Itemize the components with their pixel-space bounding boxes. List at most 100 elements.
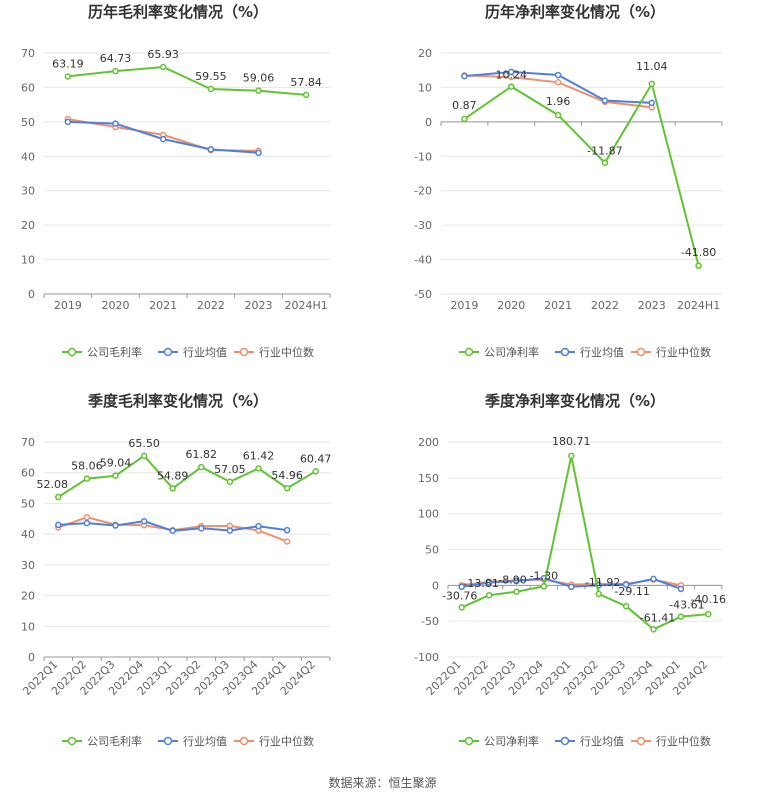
chart-4: 季度净利率变化情况（%）-100-500501001502002022Q1202…	[414, 392, 726, 748]
data-point	[112, 472, 119, 479]
data-point	[554, 71, 562, 79]
data-label: 59.55	[195, 70, 227, 83]
data-point	[650, 626, 657, 633]
data-label: 57.05	[214, 463, 246, 476]
y-tick-label: 40	[21, 528, 35, 541]
data-point	[140, 452, 148, 460]
data-label: -41.80	[681, 246, 716, 259]
data-point	[64, 73, 72, 80]
data-point	[198, 463, 205, 471]
chart-3: 季度毛利率变化情况（%）0102030405060702022Q12022Q22…	[20, 392, 331, 748]
legend-marker	[67, 736, 77, 746]
data-point	[112, 522, 119, 529]
data-point	[283, 526, 291, 534]
data-point	[513, 588, 520, 595]
data-point	[112, 67, 119, 75]
data-point	[159, 135, 167, 143]
data-point	[255, 149, 262, 157]
x-tick-label: 2023	[245, 299, 273, 312]
legend-item: 公司净利率	[459, 345, 539, 359]
y-tick-label: -50	[414, 288, 432, 301]
legend-item: 公司毛利率	[62, 345, 142, 359]
legend-label: 公司毛利率	[87, 345, 142, 359]
data-label: 52.08	[37, 478, 69, 491]
y-tick-label: -30	[414, 219, 432, 232]
x-tick-label: 2021	[149, 299, 177, 312]
legend-marker	[464, 347, 474, 357]
data-label: 54.89	[157, 469, 189, 482]
legend-marker	[67, 347, 77, 357]
y-tick-label: 10	[21, 620, 35, 633]
legend-label: 行业均值	[183, 346, 227, 359]
legend-label: 行业均值	[183, 735, 227, 748]
y-tick-label: 0	[28, 651, 35, 664]
data-label: -30.76	[442, 589, 477, 602]
data-point	[255, 87, 262, 94]
legend-label: 行业均值	[580, 346, 624, 359]
data-point	[461, 115, 468, 123]
legend-label: 行业中位数	[656, 345, 711, 359]
data-point	[508, 68, 515, 76]
legend-item: 行业均值	[158, 346, 227, 359]
data-point	[458, 604, 465, 611]
y-tick-label: 30	[21, 185, 35, 198]
data-point	[568, 452, 575, 460]
chart-title: 季度净利率变化情况（%）	[485, 392, 665, 410]
data-point	[207, 146, 215, 153]
data-point	[540, 583, 548, 590]
x-tick-label: 2024H1	[677, 299, 720, 312]
y-tick-label: 100	[418, 508, 439, 521]
legend-item: 行业中位数	[631, 734, 711, 748]
legend-item: 行业中位数	[234, 345, 314, 359]
legend-marker	[163, 736, 173, 746]
data-point	[677, 613, 685, 620]
data-point	[302, 91, 310, 99]
legend-marker	[163, 347, 173, 357]
data-point	[198, 525, 205, 532]
legend-item: 行业中位数	[234, 734, 314, 748]
data-label: -40.16	[691, 593, 726, 606]
data-point	[83, 475, 91, 482]
y-tick-label: -10	[414, 150, 432, 163]
legend-label: 公司毛利率	[87, 734, 142, 748]
y-tick-label: 70	[21, 436, 35, 449]
data-point	[140, 517, 148, 525]
data-point	[226, 478, 234, 486]
y-tick-label: 70	[21, 47, 35, 60]
data-label: 64.73	[100, 52, 132, 65]
data-label: 65.93	[147, 48, 179, 61]
data-label: 58.06	[71, 460, 103, 473]
data-point	[55, 493, 62, 501]
series-line-company	[67, 65, 307, 96]
y-tick-label: 60	[21, 81, 35, 94]
legend-marker	[239, 347, 249, 357]
y-tick-label: -100	[414, 651, 439, 664]
data-label: -1.30	[530, 569, 558, 582]
data-point	[485, 579, 493, 586]
data-point	[64, 118, 72, 126]
x-tick-label: 2022	[591, 299, 619, 312]
data-point	[650, 575, 657, 583]
data-point	[485, 591, 493, 599]
y-tick-label: 150	[418, 472, 439, 485]
data-point	[255, 522, 262, 530]
chart-2: 历年净利率变化情况（%） -50 -40 -30 -20 -10 0 10 20 2019 2020…	[414, 3, 723, 359]
x-tick-label: 2021	[544, 299, 572, 312]
data-label: -61.41	[640, 611, 675, 624]
data-source-note: 数据来源：恒生聚源	[328, 776, 437, 790]
x-tick-label: 2019	[54, 299, 82, 312]
data-label: 54.96	[271, 469, 303, 482]
data-point	[622, 602, 630, 610]
data-point	[568, 583, 575, 591]
data-point	[595, 590, 602, 598]
data-label: 11.04	[636, 60, 668, 73]
data-point	[226, 527, 234, 534]
data-point	[705, 610, 712, 618]
y-tick-label: 10	[21, 254, 35, 267]
data-point	[159, 63, 167, 71]
data-point	[677, 585, 685, 593]
data-label: -11.92	[585, 576, 620, 589]
data-point	[695, 262, 702, 270]
y-tick-label: 0	[28, 288, 35, 301]
data-label: -13.81	[463, 577, 498, 590]
